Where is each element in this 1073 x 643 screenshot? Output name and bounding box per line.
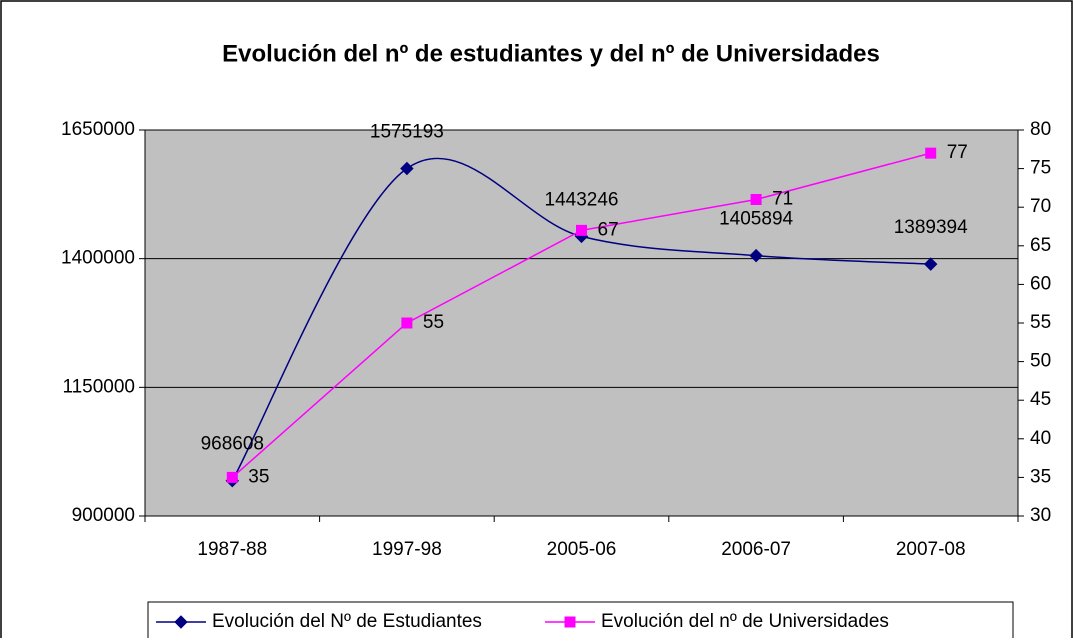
y-tick-label: 1650000: [61, 119, 135, 140]
y2-tick-label: 55: [1030, 312, 1051, 333]
data-label: 67: [598, 219, 619, 240]
x-tick-label: 1997-98: [372, 539, 442, 560]
data-point: [401, 317, 413, 329]
y2-tick-label: 35: [1030, 466, 1051, 487]
data-label: 55: [423, 312, 444, 333]
y2-tick-label: 65: [1030, 235, 1051, 256]
series-line: [231, 157, 931, 482]
y2-tick-label: 50: [1030, 351, 1051, 372]
data-point: [925, 147, 937, 159]
data-label: 71: [772, 188, 793, 209]
x-tick-label: 2007-08: [896, 539, 966, 560]
data-label: 1389394: [894, 217, 968, 238]
y2-tick-label: 60: [1030, 273, 1051, 294]
legend-label: Evolución del Nº de Estudiantes: [212, 611, 482, 632]
y-tick-label: 1400000: [61, 248, 135, 269]
plot-area: [144, 129, 1019, 517]
data-point: [226, 471, 238, 483]
y-tick-label: 900000: [72, 505, 135, 526]
data-label: 35: [248, 466, 269, 487]
y-tick-label: 1150000: [62, 376, 135, 397]
y2-tick-label: 40: [1030, 428, 1051, 449]
legend-marker: [564, 616, 576, 628]
legend-marker: [174, 615, 188, 629]
x-tick-label: 2006-07: [721, 539, 791, 560]
y2-tick-label: 75: [1030, 158, 1051, 179]
data-label: 1443246: [545, 189, 619, 210]
data-label: 1405894: [719, 209, 793, 230]
data-point: [576, 224, 587, 236]
data-point: [400, 161, 414, 176]
y2-tick-label: 30: [1030, 505, 1051, 526]
data-label: 1575193: [370, 122, 444, 143]
y2-tick-label: 80: [1030, 119, 1051, 140]
y2-tick-label: 70: [1030, 196, 1051, 217]
data-label: 968608: [201, 434, 264, 455]
legend-label: Evolución del nº de Universidades: [601, 611, 889, 632]
x-tick-label: 2005-06: [547, 539, 617, 560]
y2-tick-label: 45: [1030, 389, 1051, 410]
data-point: [749, 248, 763, 263]
chart-title: Evolución del nº de estudiantes y del nº…: [222, 40, 880, 67]
x-tick-label: 1987-88: [197, 539, 267, 560]
data-point: [750, 193, 762, 205]
data-point: [923, 257, 938, 271]
data-label: 77: [947, 142, 968, 163]
